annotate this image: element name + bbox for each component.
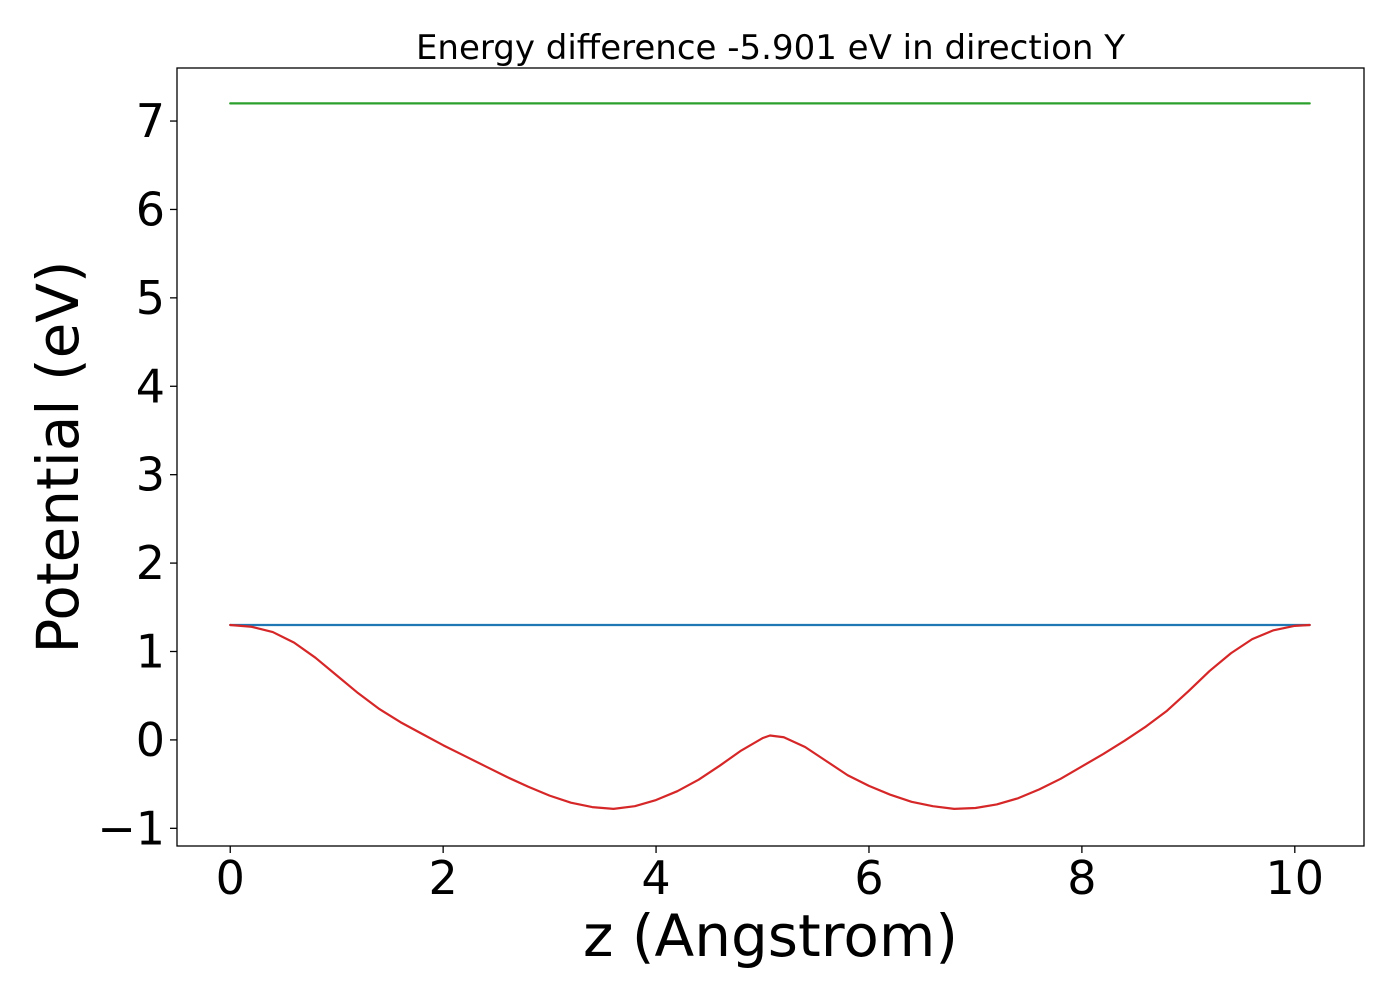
y-tick-label: 1	[136, 625, 165, 679]
y-tick-label: 4	[136, 359, 165, 413]
chart-title: Energy difference -5.901 eV in direction…	[416, 28, 1125, 68]
x-tick-label: 6	[854, 851, 883, 905]
y-tick-label: 5	[136, 271, 165, 325]
y-tick-label: 7	[136, 94, 165, 148]
series-layer	[229, 102, 1311, 810]
y-tick-label: 0	[136, 713, 165, 767]
x-tick-label: 2	[429, 851, 458, 905]
red-line-series	[229, 623, 1311, 810]
y-axis-label: Potential (eV)	[24, 260, 92, 653]
y-tick-label: 6	[136, 182, 165, 236]
x-tick-label: 10	[1266, 851, 1325, 905]
x-tick-label: 4	[641, 851, 670, 905]
x-axis-label: z (Angstrom)	[583, 902, 958, 970]
x-axis: 0 2 4 6 8 10	[216, 846, 1324, 905]
x-tick-label: 0	[216, 851, 245, 905]
y-tick-label: 2	[136, 536, 165, 590]
y-tick-label: 3	[136, 448, 165, 502]
x-tick-label: 8	[1067, 851, 1096, 905]
plot-frame	[176, 67, 1365, 847]
y-tick-label: −1	[97, 801, 165, 855]
y-axis: −1 0 1 2 3 4 5 6 7	[97, 94, 177, 855]
